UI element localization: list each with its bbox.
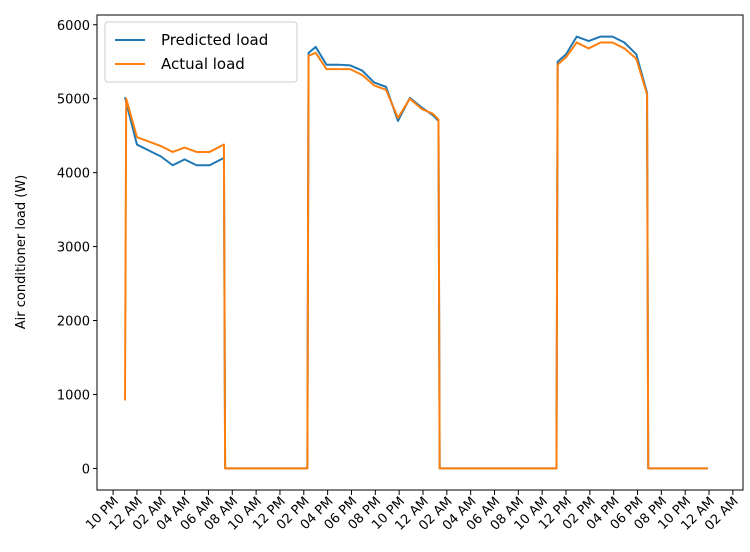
legend-label: Predicted load bbox=[161, 31, 268, 49]
legend-label: Actual load bbox=[161, 55, 245, 73]
y-tick-label: 4000 bbox=[57, 167, 90, 182]
y-axis-label: Air conditioner load (W) bbox=[14, 175, 29, 329]
y-tick-label: 6000 bbox=[57, 19, 90, 34]
y-tick-label: 2000 bbox=[57, 315, 90, 330]
y-tick-label: 5000 bbox=[57, 93, 90, 108]
legend: Predicted load Actual load bbox=[104, 21, 298, 83]
y-tick-label: 1000 bbox=[57, 388, 90, 403]
series-line bbox=[124, 35, 708, 470]
series-line bbox=[124, 41, 708, 470]
plot-frame bbox=[96, 14, 744, 491]
legend-box bbox=[104, 21, 298, 83]
y-tick-label: 3000 bbox=[57, 241, 90, 256]
y-tick-label: 0 bbox=[82, 462, 90, 477]
